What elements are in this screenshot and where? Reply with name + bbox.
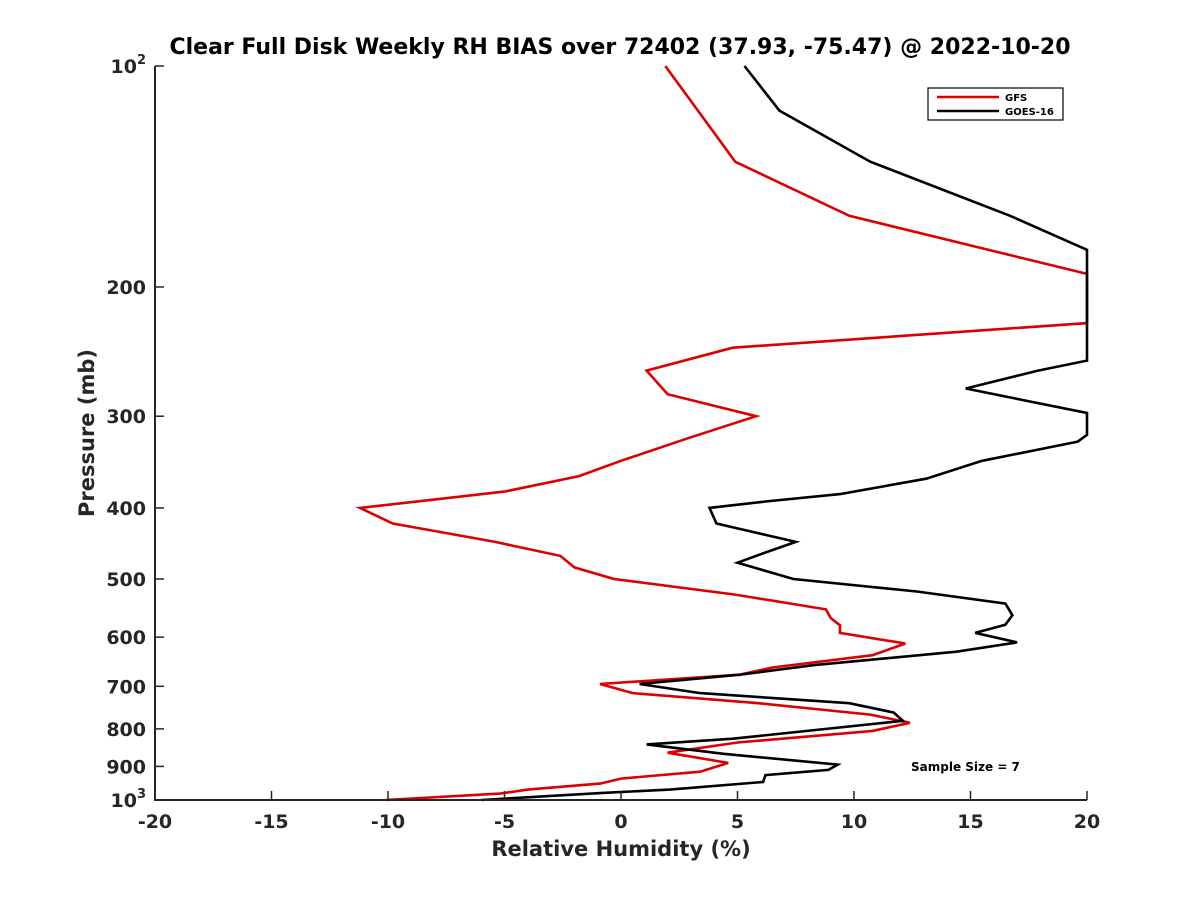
x-tick-label: -5 (494, 811, 515, 833)
y-tick-label-exponent: 3 (137, 787, 146, 802)
y-tick-label-power: 103 (111, 787, 147, 812)
y-axis-label: Pressure (mb) (75, 349, 99, 517)
y-tick-label: 700 (106, 676, 146, 698)
y-tick-label: 400 (106, 498, 146, 520)
legend-label-goes16: GOES-16 (1005, 107, 1054, 118)
y-tick-label: 200 (106, 277, 146, 299)
x-tick-label: 0 (614, 811, 627, 833)
x-tick-label: -20 (138, 811, 172, 833)
x-tick-label: -10 (371, 811, 405, 833)
chart-title: Clear Full Disk Weekly RH BIAS over 7240… (169, 35, 1070, 60)
x-tick-label: 20 (1074, 811, 1100, 833)
y-tick-label-base: 10 (111, 790, 137, 812)
legend-label-gfs: GFS (1005, 93, 1027, 104)
series-line-goes16 (481, 65, 1089, 802)
x-axis-label: Relative Humidity (%) (491, 837, 750, 861)
sample-size-annotation: Sample Size = 7 (911, 760, 1020, 774)
y-tick-label: 500 (106, 569, 146, 591)
x-tick-label: 10 (841, 811, 867, 833)
y-tick-label: 600 (106, 627, 146, 649)
x-tick-label: 5 (731, 811, 744, 833)
series-line-gfs (355, 65, 1089, 802)
series-layer (355, 65, 1089, 802)
y-tick-label-power: 102 (111, 53, 147, 78)
y-tick-label-base: 10 (111, 56, 137, 78)
y-tick-label: 300 (106, 406, 146, 428)
x-tick-label: 15 (957, 811, 983, 833)
x-tick-label: -15 (254, 811, 288, 833)
y-tick-label-exponent: 2 (137, 53, 146, 68)
legend: GFS GOES-16 (927, 87, 1064, 121)
y-tick-label: 900 (106, 756, 146, 778)
y-tick-label: 800 (106, 719, 146, 741)
x-axis-ticks: -20 -15 -10 -5 0 5 10 15 20 (138, 791, 1100, 833)
legend-box (927, 87, 1064, 121)
